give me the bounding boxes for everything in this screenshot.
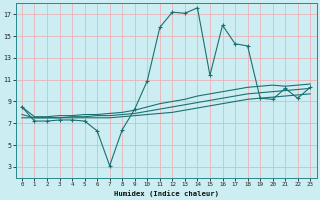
X-axis label: Humidex (Indice chaleur): Humidex (Indice chaleur) bbox=[114, 190, 219, 197]
